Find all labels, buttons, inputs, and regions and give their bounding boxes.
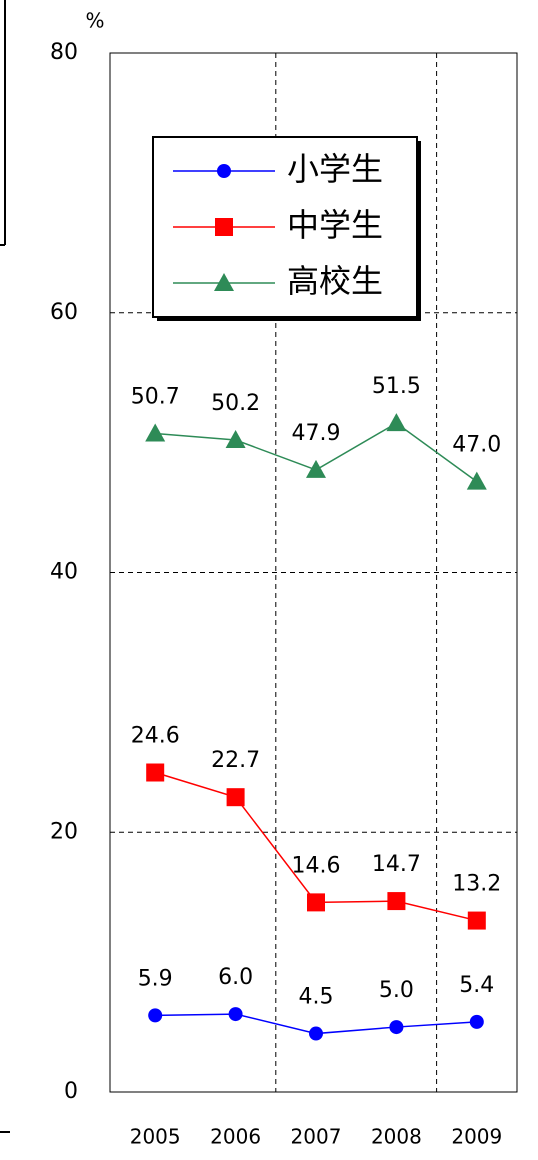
marker	[469, 1014, 484, 1029]
y-tick-label: 80	[50, 40, 78, 65]
marker	[389, 1020, 404, 1035]
marker	[309, 1026, 323, 1041]
y-tick-label: 60	[50, 300, 78, 325]
legend-label: 中学生	[287, 206, 383, 244]
legend-label: 小学生	[287, 150, 383, 188]
marker	[228, 1007, 243, 1022]
marker	[306, 459, 326, 478]
data-label: 24.6	[131, 724, 180, 749]
marker	[145, 423, 166, 442]
x-tick-label: 2005	[130, 1125, 181, 1149]
x-tick-label: 2008	[371, 1125, 422, 1149]
data-label: 47.0	[452, 433, 501, 458]
data-label: 47.9	[292, 421, 341, 446]
data-label: 4.5	[299, 985, 334, 1010]
data-label: 14.6	[292, 853, 341, 878]
marker	[466, 471, 487, 490]
marker	[225, 430, 246, 449]
marker	[215, 218, 233, 236]
x-tick-label: 2006	[210, 1125, 261, 1149]
data-label: 14.7	[372, 852, 421, 877]
marker	[386, 413, 407, 432]
legend-label: 高校生	[287, 262, 383, 300]
y-tick-label: 20	[50, 819, 78, 844]
marker	[146, 763, 165, 782]
data-label: 5.0	[379, 978, 414, 1003]
data-label: 50.2	[211, 391, 260, 416]
marker	[148, 1008, 163, 1023]
marker	[387, 892, 406, 911]
data-label: 22.7	[211, 748, 260, 773]
data-label: 5.4	[459, 973, 494, 998]
data-label: 5.9	[138, 966, 173, 991]
data-label: 50.7	[131, 385, 180, 410]
y-unit: %	[85, 9, 104, 33]
marker	[217, 164, 231, 178]
y-tick-label: 0	[64, 1079, 78, 1104]
data-label: 51.5	[372, 374, 421, 399]
x-tick-label: 2009	[451, 1125, 502, 1149]
x-tick-label: 2007	[291, 1125, 342, 1149]
marker	[226, 788, 245, 807]
marker	[467, 911, 486, 930]
marker	[307, 893, 325, 912]
data-label: 6.0	[218, 965, 253, 990]
y-tick-label: 40	[50, 560, 78, 585]
marker	[214, 273, 234, 291]
data-label: 13.2	[452, 872, 501, 897]
